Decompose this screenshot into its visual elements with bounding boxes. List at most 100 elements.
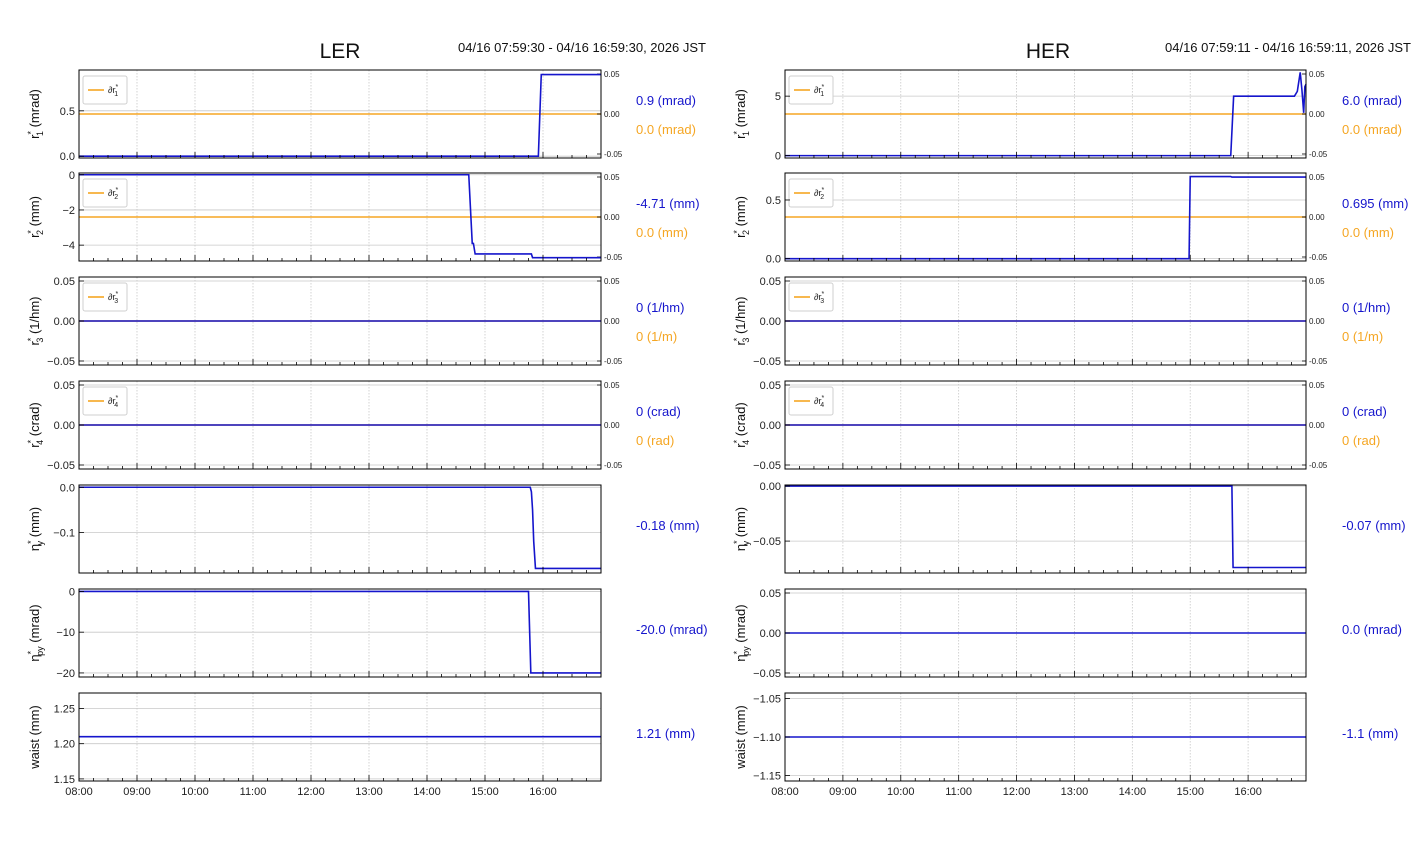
y-tick-label: 0.00 [54,420,75,432]
time-range: 04/16 07:59:30 - 04/16 16:59:30, 2026 JS… [458,40,706,55]
panel: 0.0 −0.1 η*y (mm) -0.18 (mm) [26,482,700,574]
x-tick-label: 15:00 [471,786,499,798]
ylabel-sub: 2 [35,230,45,235]
legend-base: ∂r [814,85,821,95]
y-tick-label: 0 [69,586,75,598]
right-tick-label: -0.05 [1309,150,1328,159]
right-tick-label: 0.00 [1309,110,1325,119]
y-axis-label: η*y (mm) [26,507,45,551]
x-tick-label: 13:00 [1061,786,1089,798]
ylabel-sub: y [741,540,751,545]
legend: ∂r* 4 [82,386,128,416]
legend-box [82,386,128,416]
ylabel-base: r [27,443,42,448]
right-tick-label: 0.00 [1309,421,1325,430]
chart-ler: LER 04/16 07:59:30 - 04/16 16:59:30, 2026… [26,40,708,798]
y-tick-label: 0.5 [766,195,781,207]
x-tick-label: 12:00 [297,786,325,798]
y-tick-label: −0.05 [47,460,75,472]
ylabel-sub: y [35,540,45,545]
y-tick-label: −0.1 [53,527,75,539]
legend-base: ∂r [814,292,821,302]
right-tick-label: 0.05 [1309,277,1325,286]
y-tick-label: −1.05 [753,693,781,705]
x-tick-label: 11:00 [945,786,972,798]
legend-sup: * [821,84,824,91]
current-value: 0.9 (mrad) [636,93,696,108]
y-axis-label: r*4 (crad) [732,402,751,447]
y-tick-label: −1.15 [753,771,781,783]
right-tick-label: 0.05 [604,381,620,390]
x-tick-label: 08:00 [771,786,799,798]
legend-label: ∂r* 4 [108,395,118,409]
y-tick-label: −0.05 [47,356,75,368]
current-deviation-value: 0 (rad) [1342,433,1380,448]
ylabel-sub: 4 [35,440,45,445]
current-value: -1.1 (mm) [1342,726,1398,741]
legend-sup: * [115,187,118,194]
legend-sup: * [115,291,118,298]
ylabel-base: η [27,544,42,551]
current-value: -0.18 (mm) [636,518,700,533]
y-axis-label: r*1 (mrad) [732,89,751,139]
panel: 0.050.00-0.05∂r* 30.050.00−0.05r*3 (1/hm)… [732,276,1390,368]
legend-base: ∂r [108,85,115,95]
panel-frame [78,484,602,574]
current-value: -4.71 (mm) [636,196,700,211]
x-tick-label: 10:00 [887,786,915,798]
y-tick-label: 0.05 [760,380,781,392]
legend-sub: 2 [820,194,824,201]
right-tick-label: 0.00 [604,421,620,430]
y-tick-label: 0 [775,151,781,163]
legend: ∂r* 2 [788,178,834,208]
ylabel-sub: 4 [741,440,751,445]
main-series-line [79,173,601,259]
y-tick-label: 0.5 [60,106,75,118]
legend-sup: * [821,395,824,402]
ylabel-sub: 2 [741,230,751,235]
panel: 0.050.00-0.05∂r* 40.050.00−0.05r*4 (crad)… [732,380,1387,472]
legend-label: ∂r* 2 [814,187,824,201]
panel: 0.050.00-0.05∂r* 40.050.00−0.05r*4 (crad)… [26,380,681,472]
right-tick-label: -0.05 [604,150,623,159]
ylabel-unit: (mm) [733,196,748,230]
panel: −1.05 −1.10 −1.15 waist (mm) -1.1 (mm) [733,692,1398,783]
ylabel-sup: * [26,540,36,544]
ylabel-sub: py [35,646,45,656]
right-tick-label: 0.00 [604,317,620,326]
x-tick-label: 16:00 [1234,786,1262,798]
legend: ∂r* 1 [788,75,834,105]
chart-her: HER 04/16 07:59:11 - 04/16 16:59:11, 2026… [732,40,1411,798]
right-tick-label: -0.05 [604,253,623,262]
y-tick-label: 0.05 [760,276,781,288]
main-series-line [79,486,601,570]
panel: 0.050.00-0.05∂r* 20.50.0r*2 (mm) 0.695 (mm… [732,172,1408,266]
current-value: 0.695 (mm) [1342,196,1408,211]
y-tick-label: 0.00 [760,481,781,493]
ylabel-sup: * [26,131,36,135]
x-tick-label: 08:00 [65,786,93,798]
ylabel-unit: (mm) [733,507,748,541]
ylabel-unit: (mrad) [27,89,42,131]
main-series-line [79,73,601,157]
right-tick-label: 0.05 [604,277,620,286]
y-tick-label: 0.05 [760,588,781,600]
y-tick-label: 0.00 [760,316,781,328]
x-tick-label: 09:00 [829,786,857,798]
y-tick-label: −2 [62,205,75,217]
y-tick-label: −4 [62,240,75,252]
legend-sub: 4 [114,402,118,409]
y-axis-label: r*3 (1/hm) [732,296,751,345]
panel: 1.25 1.20 1.15 waist (mm) 1.21 (mm) [27,692,695,786]
right-tick-label: 0.05 [1309,173,1325,182]
legend-sup: * [821,291,824,298]
chart-title: LER [320,40,361,63]
current-value: -0.07 (mm) [1342,518,1406,533]
y-axis-label: waist (mm) [733,705,748,770]
ylabel-sub: 3 [35,338,45,343]
legend-sub: 3 [820,298,824,305]
ylabel-sub: 1 [35,131,45,136]
panel: 0.050.00-0.05∂r* 10.50.0r*1 (mrad) 0.9 (mr… [26,69,696,163]
legend-label: ∂r* 1 [108,84,118,98]
